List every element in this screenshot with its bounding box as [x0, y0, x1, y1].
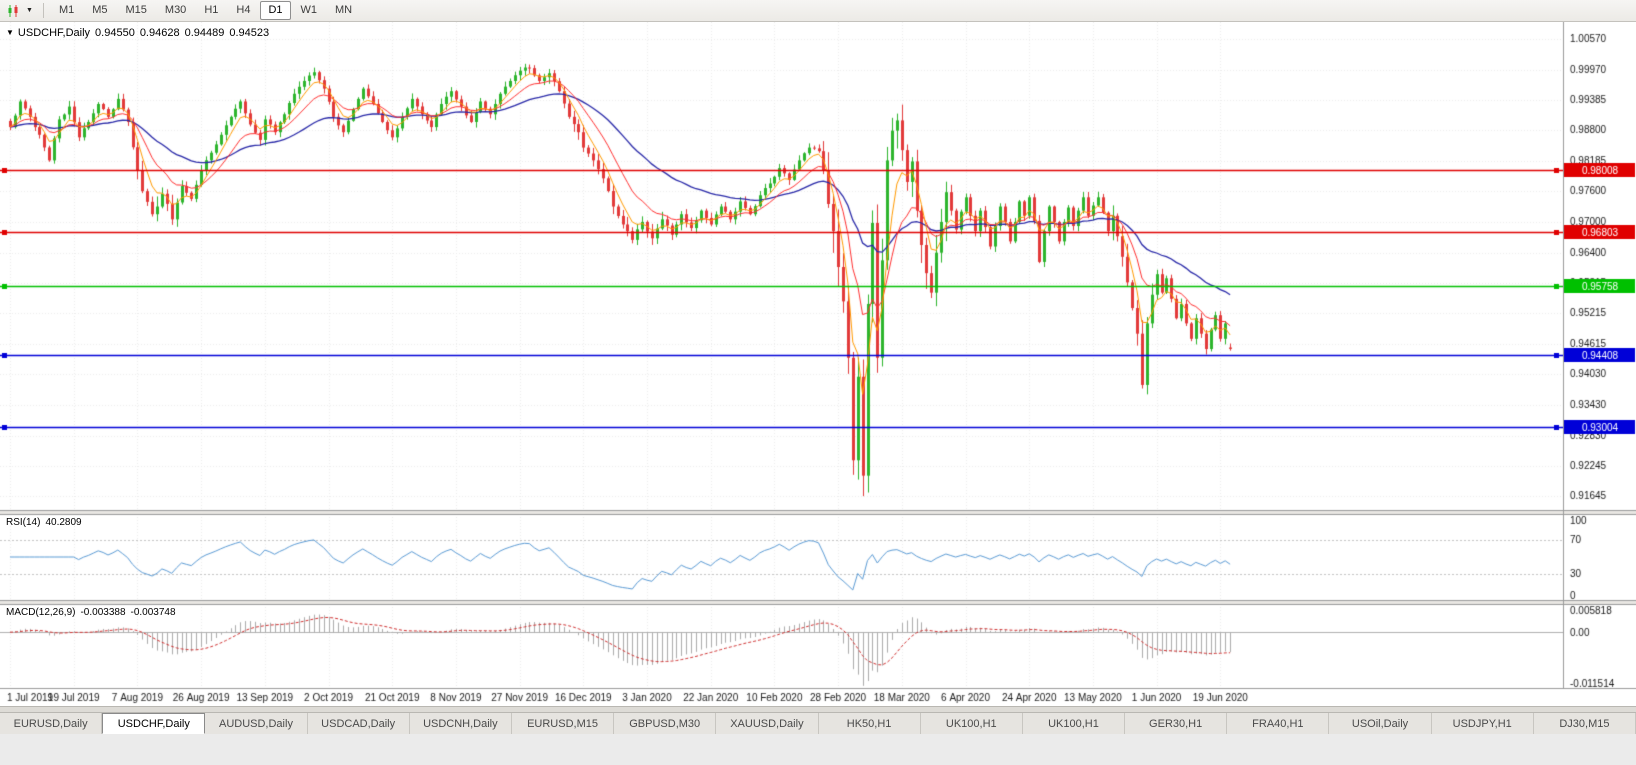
chart-area: ▼ USDCHF,Daily 0.94550 0.94628 0.94489 0.9452… [0, 22, 1636, 706]
chart-tab-eurusd-daily[interactable]: EURUSD,Daily [0, 713, 103, 734]
chart-type-candlestick-icon[interactable] [5, 3, 21, 19]
timeframe-button-h1[interactable]: H1 [204, 4, 219, 16]
timeframe-button-m5[interactable]: M5 [92, 4, 108, 16]
macd-indicator-label: MACD(12,26,9) -0.003388 -0.003748 [6, 607, 181, 618]
chart-title: ▼ USDCHF,Daily 0.94550 0.94628 0.94489 0.9452… [6, 27, 274, 39]
price-chart-canvas[interactable] [0, 22, 1636, 706]
rsi-value: 40.2809 [45, 517, 82, 528]
ohlc-low: 0.94489 [184, 27, 225, 39]
window-bottom-filler [0, 734, 1636, 765]
chart-tab-xauusd-daily[interactable]: XAUUSD,Daily [716, 713, 819, 734]
chart-tab-usdchf-daily[interactable]: USDCHF,Daily [102, 713, 206, 734]
timeframe-button-h4[interactable]: H4 [236, 4, 251, 16]
chart-objects-dropdown-icon[interactable]: ▼ [6, 28, 14, 37]
chart-tab-usdjpy-h1[interactable]: USDJPY,H1 [1432, 713, 1534, 734]
toolbar-separator [42, 3, 44, 18]
rsi-indicator-label: RSI(14) 40.2809 [6, 517, 87, 528]
ohlc-open: 0.94550 [95, 27, 135, 39]
chart-tab-gbpusd-m30[interactable]: GBPUSD,M30 [614, 713, 717, 734]
chart-tab-audusd-daily[interactable]: AUDUSD,Daily [205, 713, 308, 734]
timeframe-button-m30[interactable]: M30 [164, 4, 187, 16]
chart-tab-ger30-h1[interactable]: GER30,H1 [1125, 713, 1228, 734]
macd-name: MACD(12,26,9) [6, 607, 76, 618]
chart-tab-usdcad-daily[interactable]: USDCAD,Daily [308, 713, 410, 734]
chart-tab-fra40-h1[interactable]: FRA40,H1 [1227, 713, 1330, 734]
rsi-name: RSI(14) [6, 517, 41, 528]
chart-tab-bar: EURUSD,Daily USDCHF,Daily AUDUSD,Daily USDC… [0, 712, 1636, 734]
timeframe-button-group: M1 M5 M15 M30 H1 H4 D1 W1 MN [51, 1, 360, 20]
top-toolbar: ▼ M1 M5 M15 M30 H1 H4 D1 W1 MN [0, 0, 1636, 22]
ohlc-high: 0.94628 [139, 27, 180, 39]
timeframe-button-d1[interactable]: D1 [260, 1, 291, 20]
tab-strip-divider [0, 706, 1636, 713]
timeframe-button-mn[interactable]: MN [335, 4, 353, 16]
ohlc-close: 0.94523 [229, 27, 270, 39]
chart-tab-hk50-h1[interactable]: HK50,H1 [819, 713, 921, 734]
chart-tab-uk100-h1[interactable]: UK100,H1 [1023, 713, 1126, 734]
macd-signal-value: -0.003748 [130, 607, 176, 618]
timeframe-button-m1[interactable]: M1 [58, 4, 75, 16]
macd-main-value: -0.003388 [80, 607, 126, 618]
chart-type-dropdown-icon[interactable]: ▼ [26, 7, 33, 14]
chart-symbol-period: USDCHF,Daily [17, 27, 91, 39]
chart-tab-dj30-m15[interactable]: DJ30,M15 [1534, 713, 1636, 734]
chart-tab-usdcnh-daily[interactable]: USDCNH,Daily [410, 713, 512, 734]
timeframe-button-m15[interactable]: M15 [125, 4, 147, 16]
timeframe-button-w1[interactable]: W1 [300, 4, 318, 16]
chart-tab-usoil-daily[interactable]: USOil,Daily [1329, 713, 1432, 734]
chart-tab-uk100-h1[interactable]: UK100,H1 [921, 713, 1023, 734]
chart-tab-eurusd-m15[interactable]: EURUSD,M15 [512, 713, 615, 734]
